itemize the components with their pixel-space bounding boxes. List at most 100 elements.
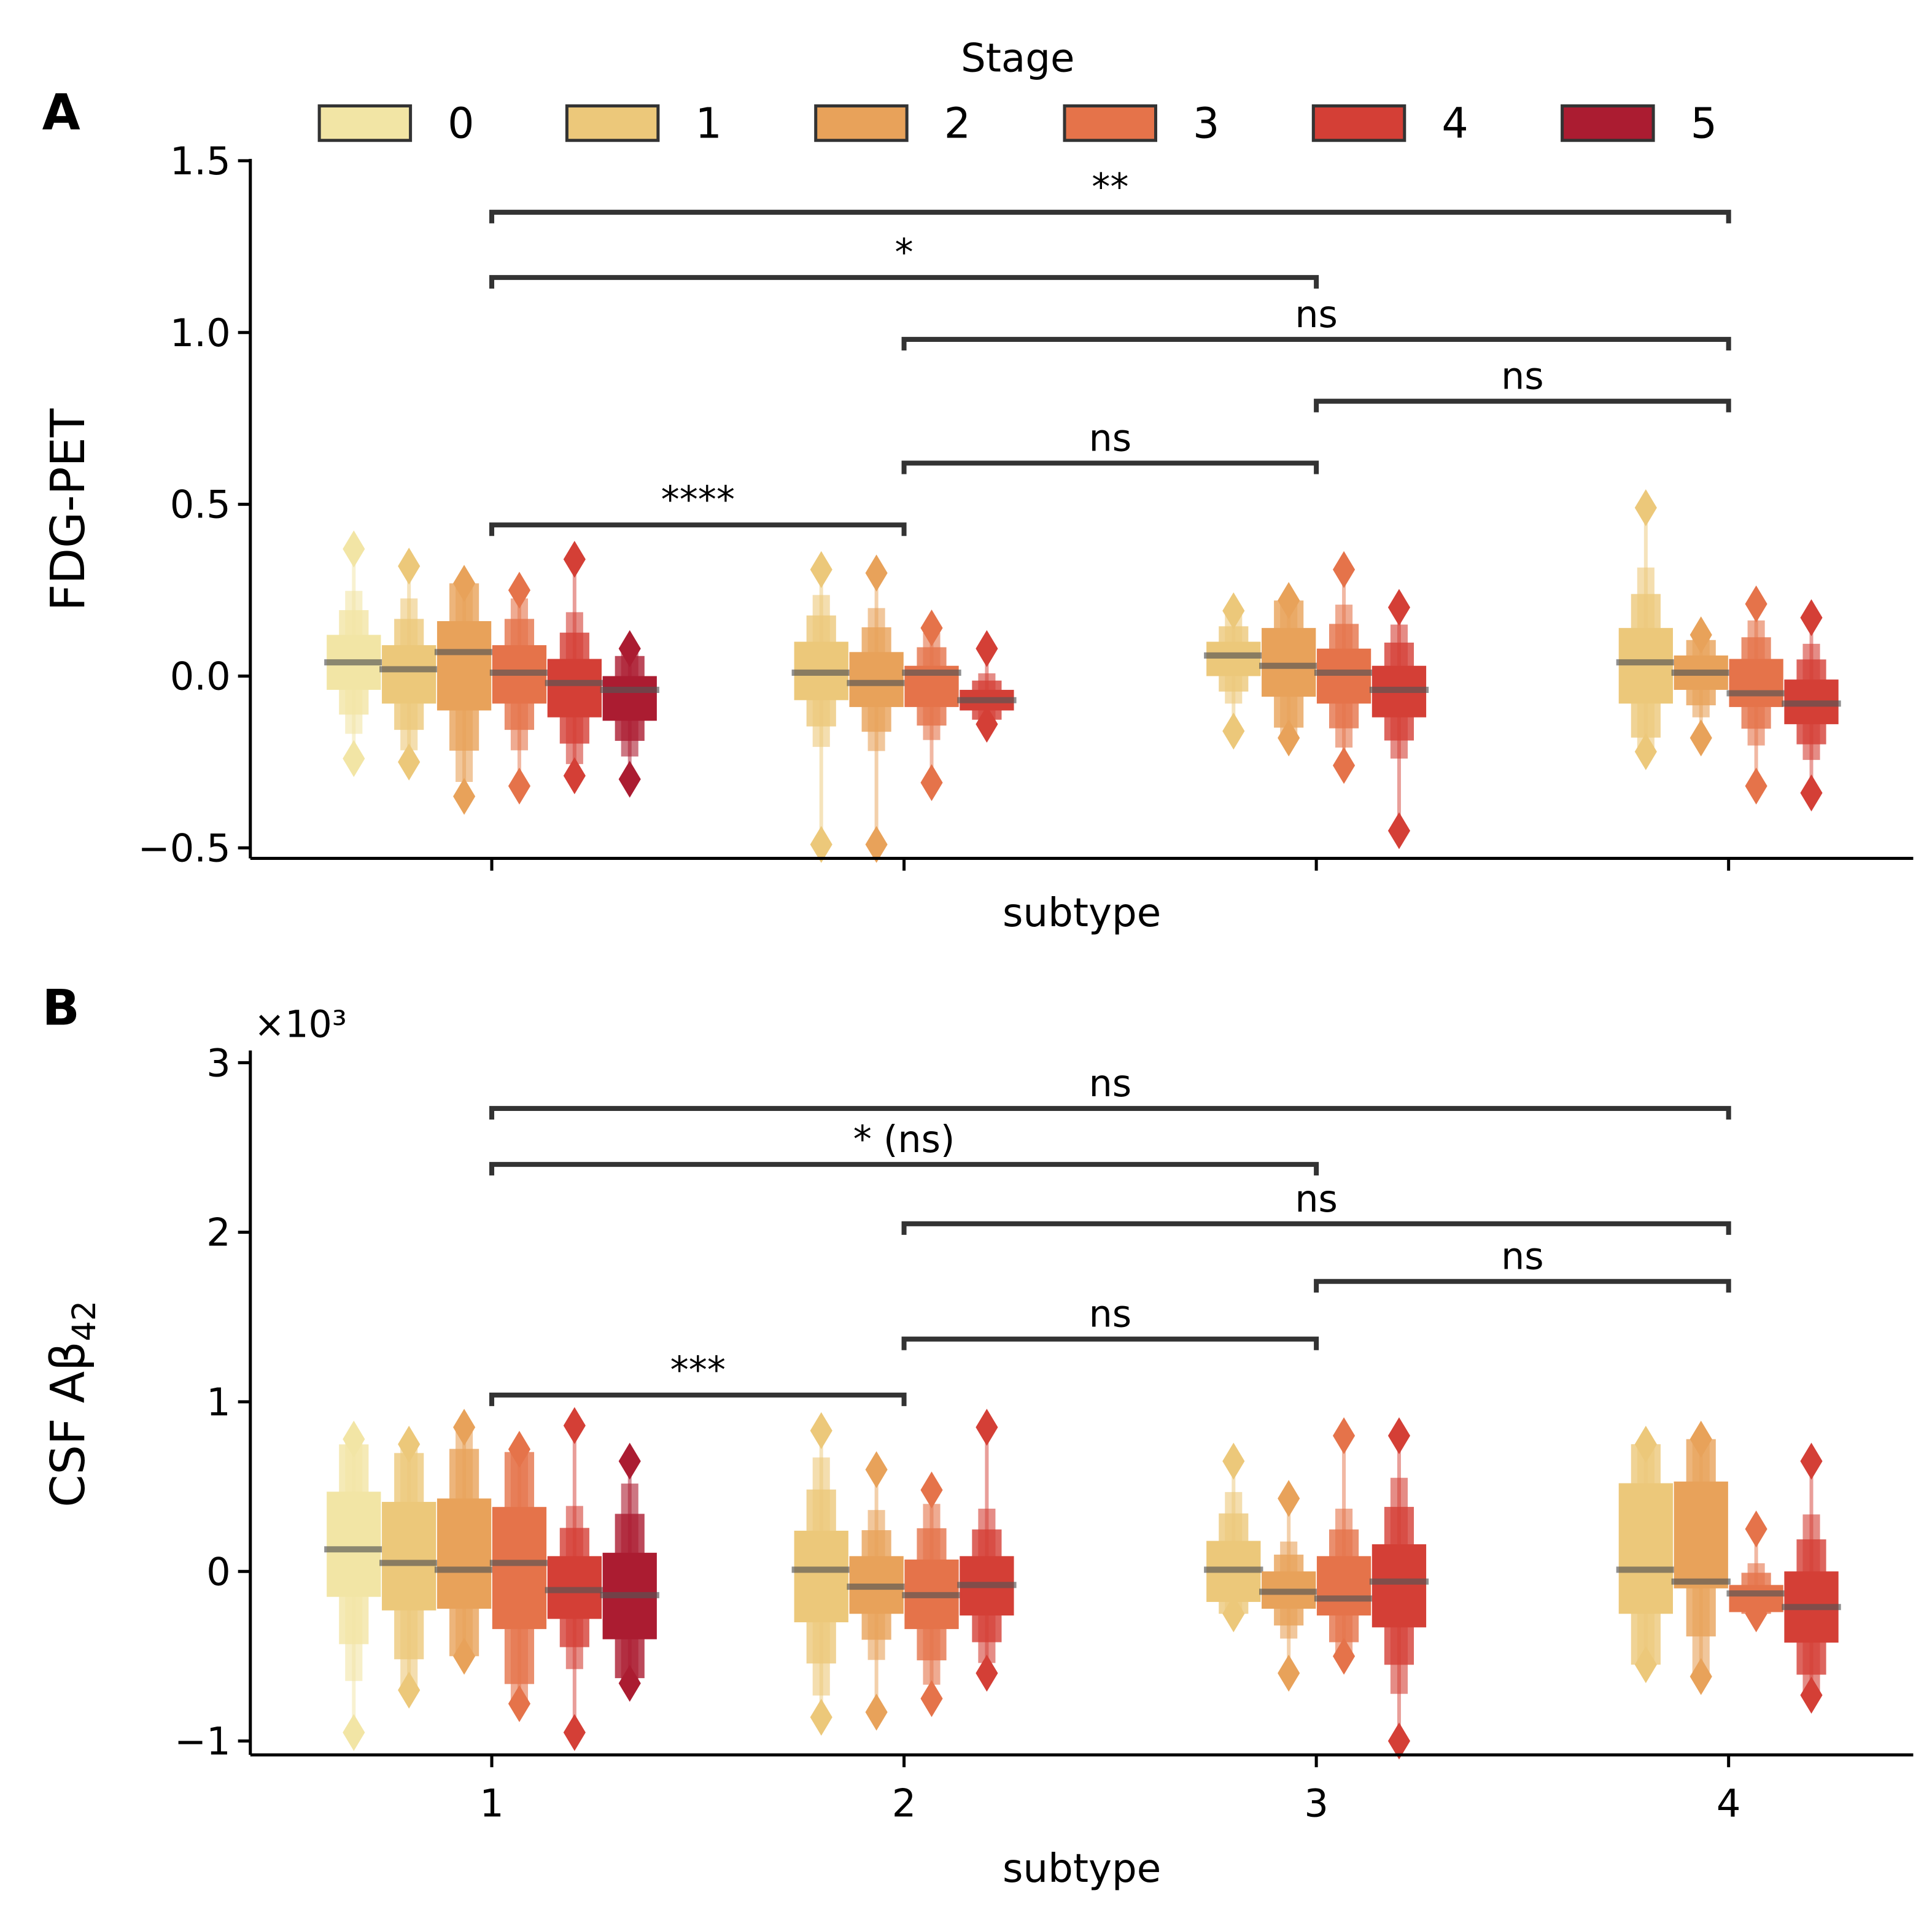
y-tick-label: 2 — [206, 1210, 231, 1255]
outlier-high — [1222, 1442, 1245, 1480]
y-tick-label: 0.5 — [170, 482, 231, 527]
outlier-low — [343, 1714, 365, 1751]
boxen-stage-1 — [1204, 592, 1263, 750]
bracket-label: ns — [1089, 417, 1132, 460]
outlier-low — [453, 1638, 476, 1675]
boxen-stage-1 — [1204, 1442, 1263, 1633]
outlier-high — [618, 1442, 641, 1480]
boxen-box — [382, 645, 436, 704]
outlier-high — [1745, 1511, 1767, 1548]
bracket-label: *** — [670, 1349, 726, 1392]
boxen-box — [1316, 1556, 1371, 1616]
boxen-box — [436, 1498, 492, 1609]
bracket-line — [901, 1336, 1319, 1350]
boxen-box — [436, 621, 492, 711]
boxen-stage-2 — [1259, 1480, 1319, 1692]
subtype-4-group — [1616, 489, 1841, 811]
boxen-stage-4 — [545, 1407, 605, 1751]
outlier-high — [343, 530, 365, 568]
subtype-3-group — [1204, 551, 1429, 849]
boxen-stage-4 — [1782, 599, 1841, 811]
y-tick-label: 1.0 — [170, 311, 231, 355]
legend-label-stage-2: 2 — [944, 100, 971, 149]
boxen-stage-3 — [1726, 585, 1786, 805]
y-axis-label: FDG-PET — [41, 408, 95, 611]
boxen-box — [492, 1507, 547, 1630]
outlier-high — [810, 1412, 832, 1449]
outlier-low — [1690, 719, 1712, 757]
boxen-box — [1206, 641, 1261, 676]
subtype-2-group — [791, 1409, 1017, 1736]
panel-label: A — [42, 84, 80, 141]
boxen-stage-4 — [1369, 589, 1429, 849]
bracket-line — [489, 275, 1319, 289]
legend-label-stage-3: 3 — [1193, 100, 1219, 149]
outlier-high — [976, 1409, 998, 1446]
outlier-high — [1800, 599, 1823, 636]
legend-swatch-stage-5 — [1561, 104, 1655, 142]
y-tick-label: 3 — [206, 1040, 231, 1085]
outlier-high — [920, 1471, 943, 1509]
bracket-label: ns — [1089, 1293, 1132, 1336]
bracket-label: ns — [1501, 355, 1544, 398]
outlier-high — [1333, 551, 1356, 589]
outlier-high — [1387, 1417, 1411, 1455]
boxen-stage-3 — [902, 609, 961, 802]
y-tick-label: 0 — [206, 1549, 231, 1594]
boxen-stage-4 — [957, 1409, 1017, 1692]
legend-swatch-stage-1 — [565, 104, 660, 142]
legend-swatch-stage-4 — [1311, 104, 1406, 142]
boxen-box — [1618, 628, 1673, 704]
y-axis-label: CSF Aβ42 — [41, 1301, 103, 1507]
bracket-label: ns — [1089, 1062, 1132, 1105]
bracket-line — [489, 522, 907, 536]
legend-label-stage-4: 4 — [1441, 100, 1468, 149]
panel-a: A***nsnsns****−0.50.00.51.01.5subtypeFDG… — [41, 84, 1914, 936]
x-tick-label: 1 — [479, 1781, 504, 1825]
bracket-label: * — [895, 231, 914, 274]
boxen-stage-1 — [791, 551, 851, 863]
subtype-4-group — [1616, 1420, 1841, 1714]
boxen-stage-2 — [434, 1409, 494, 1675]
significance-bracket: * (ns) — [489, 1118, 1319, 1176]
y-tick-label: 0.0 — [170, 654, 231, 699]
outlier-low — [1278, 1654, 1300, 1692]
boxen-box — [794, 1530, 848, 1623]
outlier-low — [920, 764, 943, 802]
outlier-high — [1690, 616, 1712, 654]
boxen-box — [1262, 628, 1316, 697]
outlier-low — [865, 1693, 888, 1731]
significance-bracket: ns — [901, 417, 1319, 474]
y-axis-offset-text: ×10³ — [254, 1003, 347, 1046]
significance-bracket: ns — [901, 1178, 1731, 1235]
boxen-stage-4 — [545, 541, 605, 794]
outlier-low — [508, 767, 531, 805]
boxen-box — [547, 659, 602, 718]
boxen-stage-5 — [600, 1442, 659, 1702]
x-tick-label: 3 — [1304, 1781, 1329, 1825]
significance-bracket: ns — [489, 1062, 1731, 1120]
outlier-high — [1634, 1425, 1657, 1463]
outlier-low — [920, 1680, 943, 1717]
boxen-stage-2 — [847, 1451, 906, 1731]
outlier-low — [343, 740, 365, 777]
x-axis-label: subtype — [1003, 890, 1161, 936]
y-tick-label: −0.5 — [138, 826, 231, 870]
outlier-high — [453, 565, 476, 602]
outlier-high — [976, 630, 998, 667]
significance-bracket: ns — [1314, 1236, 1731, 1293]
bracket-line — [489, 1105, 1731, 1120]
legend-label-stage-1: 1 — [695, 100, 721, 149]
boxen-stage-1 — [379, 547, 439, 781]
outlier-high — [563, 1407, 586, 1444]
outlier-low — [1634, 1646, 1657, 1684]
significance-bracket: **** — [489, 479, 907, 536]
outlier-low — [1387, 812, 1411, 849]
bracket-label: ns — [1295, 293, 1338, 336]
y-axis-label-subscript: 42 — [66, 1301, 103, 1341]
panel-label: B — [42, 979, 80, 1036]
boxen-stage-3 — [489, 571, 549, 805]
boxen-stage-2 — [847, 554, 906, 863]
boxen-stage-3 — [902, 1471, 961, 1717]
